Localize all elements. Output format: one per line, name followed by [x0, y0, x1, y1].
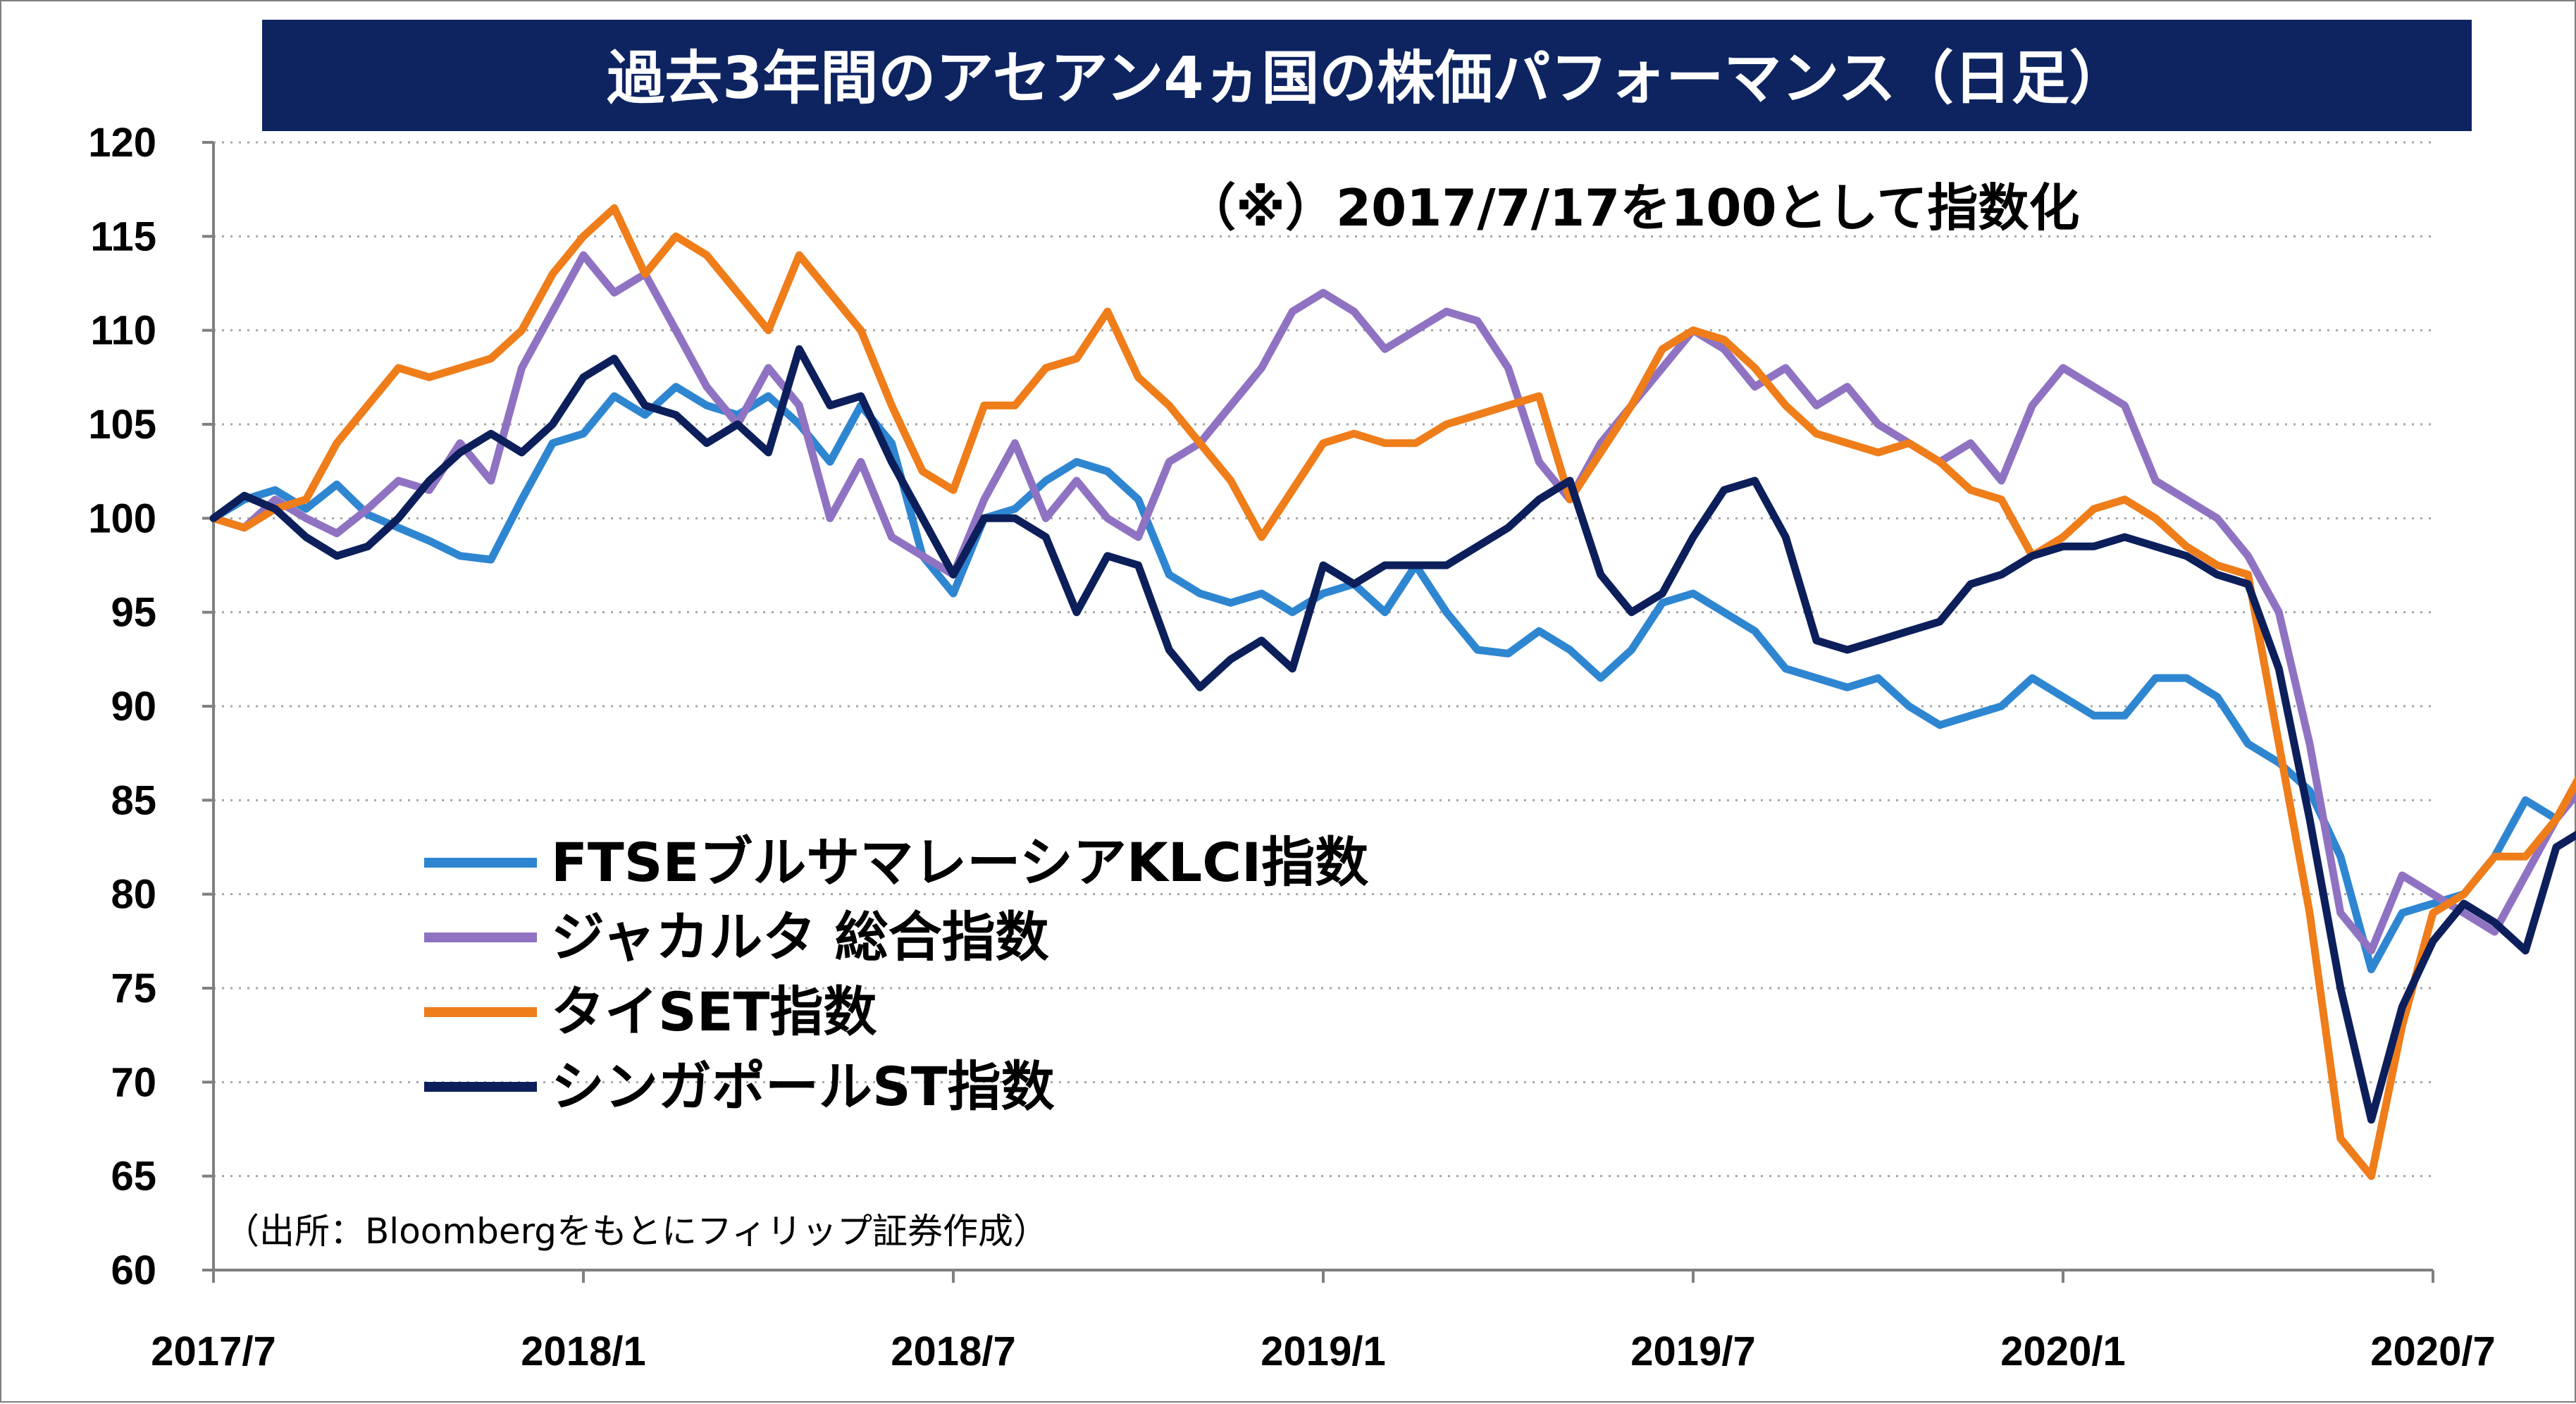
series-line-3 — [209, 204, 2576, 1181]
legend-label: ジャカルタ 総合指数 — [551, 906, 1049, 968]
legend-label: FTSEブルサマレーシアKLCI指数 — [551, 831, 1368, 894]
chart-title: 過去3年間のアセアン4ヵ国の株価パフォーマンス（日足） — [607, 45, 2127, 112]
y-tick-label: 60 — [111, 1248, 156, 1293]
x-tick-label: 2018/1 — [521, 1329, 645, 1374]
y-tick-label: 95 — [111, 590, 156, 636]
source-note: （出所：Bloombergをもとにフィリップ証券作成） — [224, 1211, 1048, 1252]
y-tick-label: 80 — [111, 872, 156, 918]
x-tick-label: 2019/1 — [1261, 1329, 1385, 1374]
y-tick-label: 120 — [88, 120, 156, 166]
index-note: （※）2017/7/17を100として指数化 — [1185, 178, 2079, 238]
x-tick-label: 2020/1 — [2000, 1329, 2125, 1374]
grid — [213, 141, 2433, 1178]
series-line-2 — [209, 251, 2576, 955]
series — [209, 204, 2576, 1181]
y-tick-label: 85 — [111, 777, 156, 823]
y-tick-label: 65 — [111, 1154, 156, 1200]
y-tick-label: 75 — [111, 966, 156, 1011]
y-tick-label: 70 — [111, 1059, 156, 1105]
y-tick-label: 90 — [111, 684, 156, 729]
x-ticks: 2017/7 2018/1 2018/7 2019/1 2019/7 2020/1 2020… — [151, 1270, 2496, 1374]
y-ticks: 60 65 70 75 80 85 90 95 100 105 110 115 120 — [88, 120, 213, 1293]
x-tick-label: 2020/7 — [2370, 1329, 2495, 1374]
y-tick-label: 115 — [90, 214, 156, 259]
series-line-1 — [209, 383, 2576, 973]
title-background — [262, 20, 2472, 131]
legend-label: タイSET指数 — [551, 980, 877, 1043]
x-tick-label: 2018/7 — [891, 1329, 1015, 1374]
x-tick-label: 2019/7 — [1630, 1329, 1755, 1374]
x-tick-label: 2017/7 — [151, 1329, 275, 1374]
series-line-4 — [209, 345, 2576, 1124]
y-tick-label: 100 — [88, 495, 156, 541]
legend-label: シンガポールST指数 — [551, 1055, 1055, 1118]
title-banner: 過去3年間のアセアン4ヵ国の株価パフォーマンス（日足） — [262, 20, 2472, 131]
y-tick-label: 105 — [88, 402, 156, 448]
y-tick-label: 110 — [90, 308, 156, 354]
